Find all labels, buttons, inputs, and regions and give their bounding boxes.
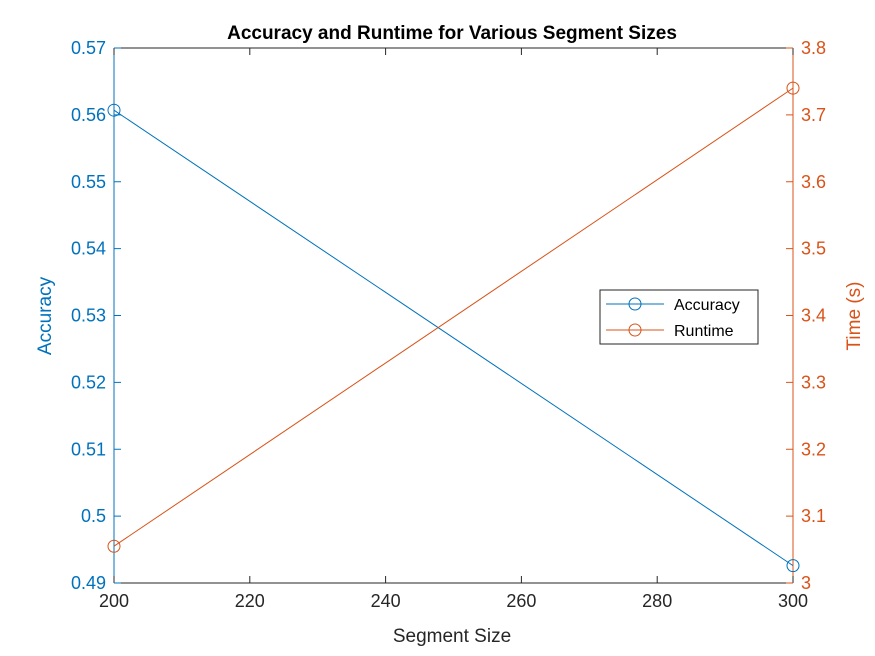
- y-left-tick-label: 0.5: [81, 506, 106, 526]
- y-left-tick-label: 0.53: [71, 306, 106, 326]
- y-right-tick-label: 3.6: [801, 172, 826, 192]
- axes: [113, 47, 794, 584]
- x-tick-label: 240: [371, 591, 401, 611]
- y-right-tick-label: 3: [801, 573, 811, 593]
- legend-runtime-label: Runtime: [674, 323, 734, 340]
- y-right-tick-label: 3.1: [801, 506, 826, 526]
- tick-labels: 200 220 240 260 280 300 0.49 0.5 0.51 0.52 0.53 0.5…: [71, 38, 826, 611]
- accuracy-point: [107, 103, 121, 117]
- y-left-tick-label: 0.56: [71, 105, 106, 125]
- accuracy-series-line: [113, 109, 794, 567]
- runtime-point: [786, 81, 800, 95]
- y-axis-right-label: Time (s): [844, 282, 865, 351]
- y-axis-left-label: Accuracy: [35, 276, 56, 355]
- y-left-tick-label: 0.51: [71, 439, 106, 459]
- legend-accuracy-label: Accuracy: [674, 297, 740, 314]
- x-tick-label: 200: [99, 591, 129, 611]
- series-layer: [107, 81, 800, 573]
- y-left-tick-label: 0.55: [71, 172, 106, 192]
- y-right-tick-label: 3.5: [801, 239, 826, 259]
- x-tick-label: 220: [235, 591, 265, 611]
- legend: Accuracy Runtime: [599, 289, 759, 345]
- chart-title: Accuracy and Runtime for Various Segment…: [227, 23, 677, 44]
- legend-runtime-marker: [628, 323, 642, 337]
- x-tick-label: 300: [778, 591, 808, 611]
- x-axis-label: Segment Size: [393, 626, 511, 647]
- y-right-tick-label: 3.2: [801, 439, 826, 459]
- legend-box: [599, 289, 759, 345]
- runtime-point: [107, 539, 121, 553]
- x-tick-label: 260: [506, 591, 536, 611]
- y-left-tick-label: 0.54: [71, 239, 106, 259]
- y-left-tick-label: 0.49: [71, 573, 106, 593]
- y-left-tick-label: 0.57: [71, 38, 106, 58]
- x-tick-label: 280: [642, 591, 672, 611]
- y-left-tick-label: 0.52: [71, 372, 106, 392]
- y-right-tick-label: 3.8: [801, 38, 826, 58]
- legend-accuracy-marker: [628, 297, 642, 311]
- y-right-tick-label: 3.4: [801, 306, 826, 326]
- y-right-tick-label: 3.3: [801, 372, 826, 392]
- accuracy-point: [786, 559, 800, 573]
- runtime-series-line: [113, 87, 794, 547]
- y-right-tick-label: 3.7: [801, 105, 826, 125]
